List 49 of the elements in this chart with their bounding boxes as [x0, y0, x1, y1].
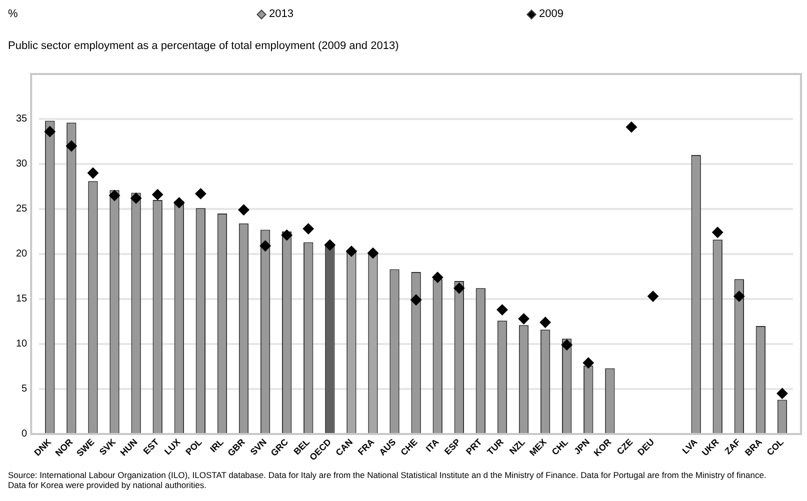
- point: [367, 248, 378, 259]
- y-tick-label: 5: [22, 384, 28, 395]
- chart-title: Public sector employment as a percentage of total employment (2009 and 2013): [8, 40, 399, 52]
- legend-label: 2009: [539, 8, 564, 20]
- point: [260, 240, 271, 252]
- point: [152, 189, 164, 200]
- point: [238, 204, 250, 216]
- point: [496, 304, 508, 316]
- point: [647, 290, 658, 302]
- point: [66, 140, 77, 152]
- point: [561, 339, 572, 350]
- x-tick-label: IRL: [208, 436, 226, 454]
- x-tick-label: CHL: [550, 436, 570, 458]
- point: [174, 197, 185, 208]
- point: [87, 167, 98, 178]
- point: [302, 223, 314, 234]
- point: [195, 188, 206, 200]
- source-note: Source: International Labour Organization (ILO), ILOSTAT database. Data for Italy are from the National Statistical Institute an d the Ministry of Finance. Data for Portugal are from the Ministry of finance. Data for Korea were provided by national authorities.: [8, 470, 768, 490]
- point: [582, 357, 594, 368]
- point: [518, 313, 530, 324]
- point: [130, 192, 142, 204]
- y-tick-label: 20: [16, 248, 28, 260]
- y-tick-label: 30: [16, 158, 28, 170]
- y-tick-label: 10: [16, 338, 28, 350]
- x-tick-label: TUR: [485, 436, 506, 458]
- y-tick-label: 25: [16, 204, 28, 215]
- x-tick-label: NZL: [507, 436, 528, 456]
- point: [44, 126, 56, 138]
- point: [410, 294, 422, 306]
- point: [776, 388, 788, 399]
- point: [109, 190, 120, 201]
- x-tick-label: ITA: [424, 436, 442, 454]
- point: [454, 282, 465, 294]
- y-tick-label: 35: [16, 114, 28, 125]
- point: [540, 316, 551, 328]
- legend-label: 2013: [269, 8, 294, 20]
- y-tick-label: 0: [22, 428, 28, 440]
- point: [626, 122, 637, 133]
- x-tick-label: POL: [184, 436, 204, 458]
- point: [346, 246, 357, 257]
- point: [324, 239, 336, 250]
- point: [712, 226, 724, 238]
- x-tick-label: COL: [764, 436, 786, 458]
- point: [432, 272, 444, 283]
- point: [281, 230, 292, 241]
- y-tick-label: 15: [16, 294, 28, 305]
- x-tick-label: LVA: [680, 436, 700, 456]
- point: [734, 290, 745, 302]
- y-axis-title: %: [8, 8, 18, 20]
